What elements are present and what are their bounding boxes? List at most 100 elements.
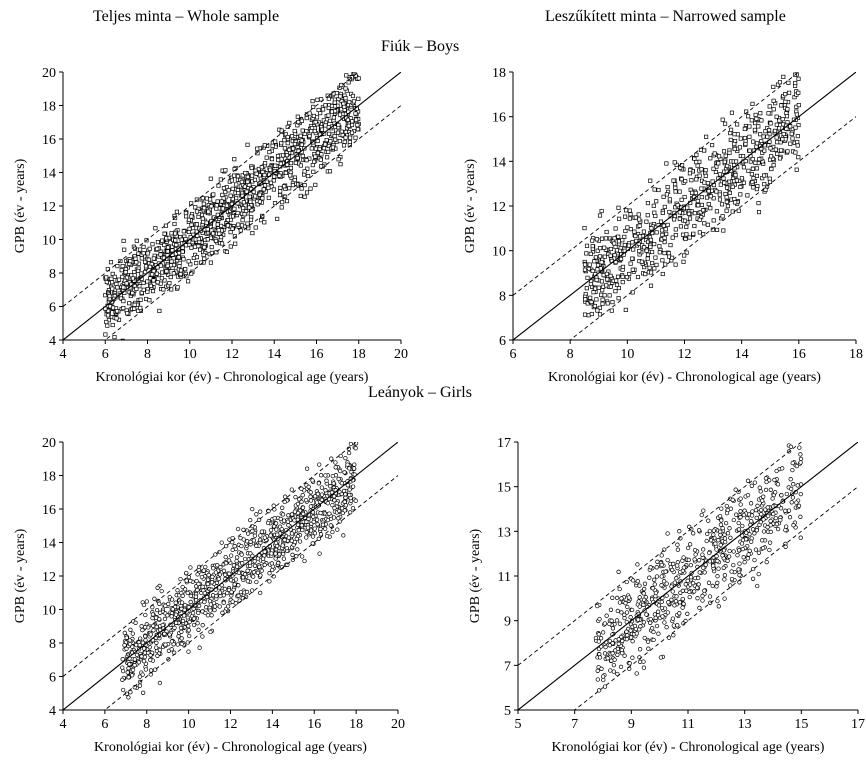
data-point	[275, 216, 280, 221]
data-point	[351, 99, 357, 104]
data-point	[589, 299, 594, 305]
data-point	[317, 146, 322, 151]
data-point	[342, 508, 347, 513]
data-point	[609, 658, 614, 663]
data-point	[257, 192, 262, 197]
data-point	[631, 247, 636, 252]
data-point	[311, 104, 316, 109]
data-point	[280, 543, 285, 548]
data-point	[230, 196, 235, 201]
data-point	[610, 595, 615, 600]
data-point	[708, 538, 714, 543]
data-point	[187, 633, 192, 639]
data-point	[628, 227, 633, 232]
y-axis-label: GPB (év - years)	[468, 528, 483, 623]
data-point	[111, 305, 116, 310]
data-point	[133, 256, 138, 261]
data-point	[277, 552, 282, 557]
data-point	[279, 141, 284, 146]
data-point	[706, 202, 711, 207]
x-axis-label: Kronológiai kor (év) - Chronological age…	[548, 370, 821, 385]
data-point	[120, 665, 125, 670]
data-point	[658, 219, 664, 224]
data-point	[217, 585, 222, 590]
data-point	[266, 185, 271, 190]
data-point	[633, 215, 638, 220]
data-point	[125, 670, 130, 675]
data-point	[220, 206, 225, 211]
data-point	[267, 579, 272, 584]
data-point	[705, 531, 710, 537]
data-point	[595, 263, 601, 268]
data-point	[345, 483, 351, 488]
data-point	[582, 226, 587, 231]
data-point	[701, 208, 706, 213]
data-point	[779, 103, 784, 108]
data-point	[608, 253, 613, 258]
data-point	[597, 305, 602, 310]
data-point	[798, 460, 803, 465]
data-point	[681, 601, 686, 606]
data-point	[644, 612, 649, 617]
data-point	[724, 195, 729, 200]
data-point	[187, 226, 192, 231]
data-point	[716, 566, 721, 571]
y-tick-label: 18	[42, 100, 56, 115]
data-point	[697, 230, 702, 235]
data-point	[194, 209, 200, 214]
data-point	[215, 199, 220, 204]
data-point	[641, 620, 646, 625]
data-point	[681, 259, 686, 264]
data-point	[689, 178, 694, 183]
data-point	[238, 589, 244, 595]
identity-line	[513, 72, 856, 340]
data-point	[269, 561, 275, 566]
data-point	[682, 253, 687, 258]
data-point	[761, 494, 766, 499]
x-tick-label: 14	[267, 347, 281, 362]
data-point	[196, 610, 201, 616]
data-point	[122, 630, 127, 636]
data-point	[587, 262, 592, 267]
data-point	[352, 462, 357, 467]
data-point	[268, 527, 274, 533]
data-point	[728, 137, 733, 142]
data-point	[696, 203, 701, 208]
data-point	[299, 554, 305, 559]
data-point	[112, 335, 117, 340]
data-point	[715, 558, 720, 564]
data-point	[614, 248, 620, 253]
data-point	[707, 550, 712, 556]
data-point	[649, 270, 654, 275]
y-tick-label: 16	[492, 111, 506, 126]
data-point	[211, 192, 216, 197]
data-point	[311, 514, 316, 519]
data-point	[653, 213, 658, 219]
data-point	[760, 538, 765, 543]
data-point	[160, 270, 165, 275]
data-point	[705, 181, 710, 186]
data-point	[183, 267, 188, 272]
data-point	[236, 583, 241, 588]
data-point	[738, 136, 743, 141]
data-point	[668, 243, 673, 248]
data-point	[608, 668, 613, 673]
data-point	[641, 602, 646, 607]
data-point	[684, 588, 689, 593]
data-point	[105, 313, 111, 318]
data-point	[270, 567, 275, 573]
data-point	[674, 594, 679, 599]
data-point	[209, 613, 214, 618]
y-axis-label: GPB (év - years)	[463, 158, 478, 253]
data-point	[641, 597, 647, 602]
data-point	[720, 553, 725, 558]
data-point	[180, 245, 185, 250]
data-point	[749, 172, 754, 177]
data-point	[600, 297, 605, 302]
data-point	[708, 194, 713, 199]
data-point	[214, 203, 219, 208]
data-point	[730, 497, 735, 502]
data-point	[208, 260, 213, 265]
data-point	[248, 199, 253, 204]
data-point	[602, 245, 607, 250]
